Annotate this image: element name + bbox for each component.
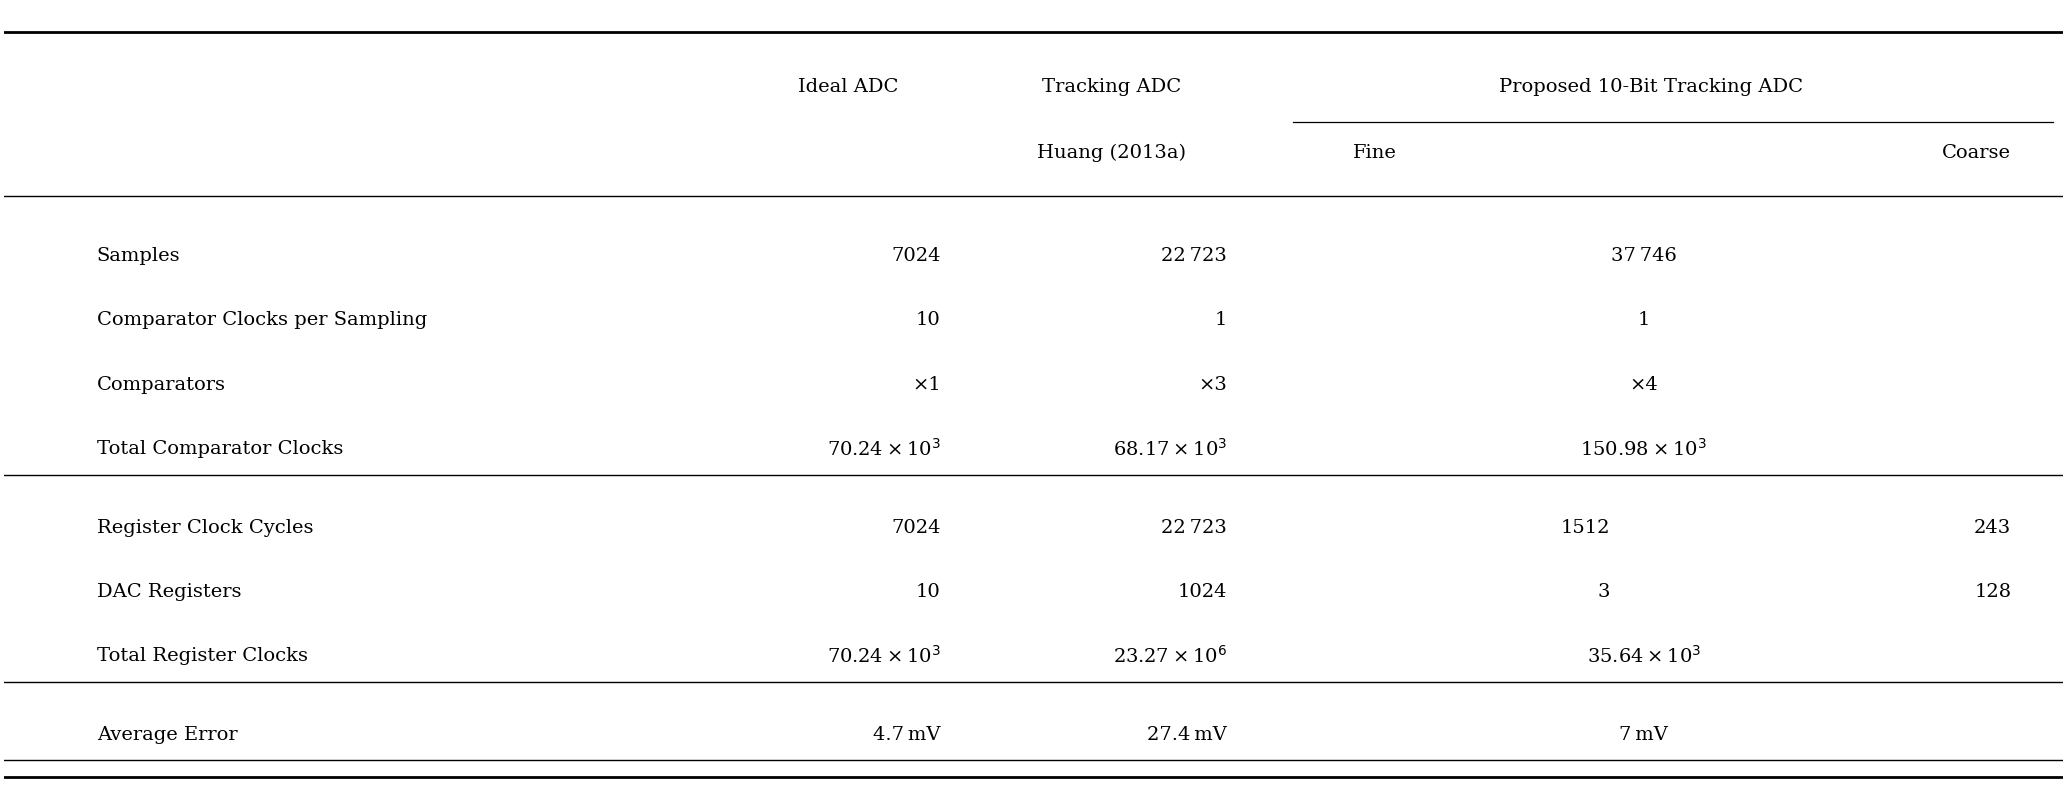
Text: DAC Registers: DAC Registers bbox=[97, 583, 242, 601]
Text: 3: 3 bbox=[1598, 583, 1610, 601]
Text: 1: 1 bbox=[1637, 312, 1649, 329]
Text: Total Register Clocks: Total Register Clocks bbox=[97, 647, 308, 665]
Text: Comparators: Comparators bbox=[97, 376, 225, 394]
Text: 37 746: 37 746 bbox=[1610, 247, 1676, 265]
Text: 10: 10 bbox=[916, 312, 940, 329]
Text: Coarse: Coarse bbox=[1943, 144, 2011, 163]
Text: Proposed 10-Bit Tracking ADC: Proposed 10-Bit Tracking ADC bbox=[1499, 78, 1802, 96]
Text: 243: 243 bbox=[1974, 519, 2011, 537]
Text: Total Comparator Clocks: Total Comparator Clocks bbox=[97, 440, 343, 458]
Text: Ideal ADC: Ideal ADC bbox=[798, 78, 899, 96]
Text: Samples: Samples bbox=[97, 247, 180, 265]
Text: Huang (2013a): Huang (2013a) bbox=[1038, 144, 1186, 163]
Text: 7 mV: 7 mV bbox=[1618, 726, 1668, 744]
Text: ×1: ×1 bbox=[912, 376, 940, 394]
Text: 68.17 × 10$^3$: 68.17 × 10$^3$ bbox=[1112, 438, 1228, 460]
Text: 27.4 mV: 27.4 mV bbox=[1147, 726, 1228, 744]
Text: ×3: ×3 bbox=[1199, 376, 1228, 394]
Text: 128: 128 bbox=[1974, 583, 2011, 601]
Text: 35.64 × 10$^3$: 35.64 × 10$^3$ bbox=[1587, 646, 1701, 667]
Text: 10: 10 bbox=[916, 583, 940, 601]
Text: Fine: Fine bbox=[1352, 144, 1397, 163]
Text: 70.24 × 10$^3$: 70.24 × 10$^3$ bbox=[827, 438, 940, 460]
Text: 1512: 1512 bbox=[1561, 519, 1610, 537]
Text: Comparator Clocks per Sampling: Comparator Clocks per Sampling bbox=[97, 312, 428, 329]
Text: 22 723: 22 723 bbox=[1162, 519, 1228, 537]
Text: ×4: ×4 bbox=[1629, 376, 1658, 394]
Text: 70.24 × 10$^3$: 70.24 × 10$^3$ bbox=[827, 646, 940, 667]
Text: Register Clock Cycles: Register Clock Cycles bbox=[97, 519, 314, 537]
Text: 7024: 7024 bbox=[891, 247, 940, 265]
Text: 4.7 mV: 4.7 mV bbox=[874, 726, 940, 744]
Text: 23.27 × 10$^6$: 23.27 × 10$^6$ bbox=[1112, 646, 1228, 667]
Text: Tracking ADC: Tracking ADC bbox=[1042, 78, 1182, 96]
Text: 1024: 1024 bbox=[1178, 583, 1228, 601]
Text: 7024: 7024 bbox=[891, 519, 940, 537]
Text: 1: 1 bbox=[1215, 312, 1228, 329]
Text: 150.98 × 10$^3$: 150.98 × 10$^3$ bbox=[1581, 438, 1707, 460]
Text: 22 723: 22 723 bbox=[1162, 247, 1228, 265]
Text: Average Error: Average Error bbox=[97, 726, 238, 744]
